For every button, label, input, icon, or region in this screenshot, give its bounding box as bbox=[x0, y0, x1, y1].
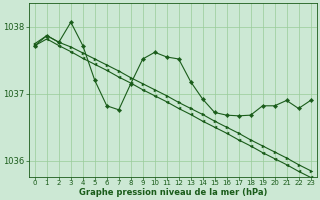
X-axis label: Graphe pression niveau de la mer (hPa): Graphe pression niveau de la mer (hPa) bbox=[78, 188, 267, 197]
